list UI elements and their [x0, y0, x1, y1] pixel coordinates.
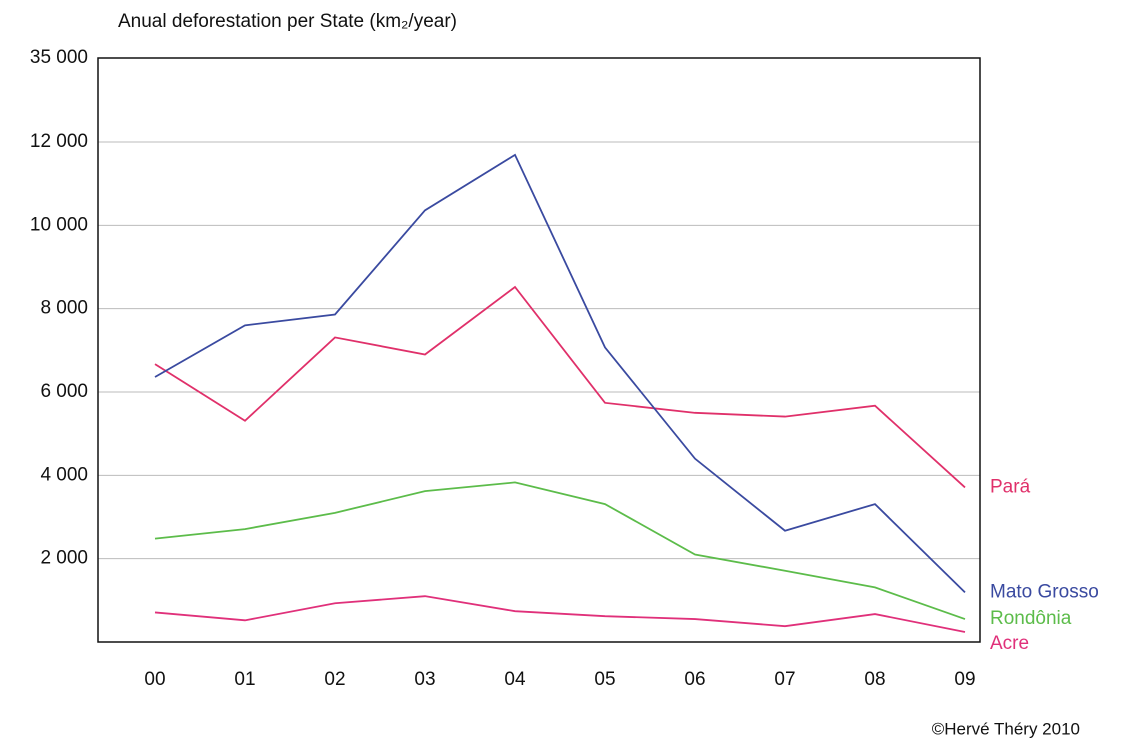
- x-tick-label: 03: [414, 669, 435, 690]
- x-tick-label: 02: [324, 669, 345, 690]
- x-tick-label: 07: [774, 669, 795, 690]
- series-label: Rondônia: [990, 608, 1072, 629]
- y-tick-label: 35 000: [30, 47, 88, 68]
- x-tick-label: 08: [864, 669, 885, 690]
- series-label: Mato Grosso: [990, 581, 1099, 602]
- y-tick-label: 4 000: [40, 464, 88, 485]
- series-line: [154, 595, 966, 633]
- x-tick-label: 01: [234, 669, 255, 690]
- x-tick-label: 06: [684, 669, 705, 690]
- series-line: [154, 285, 966, 489]
- series-line: [154, 153, 966, 594]
- y-tick-label: 10 000: [30, 214, 88, 235]
- x-tick-label: 00: [144, 669, 165, 690]
- series-line: [154, 481, 966, 620]
- y-tick-label: 6 000: [40, 381, 88, 402]
- x-tick-label: 04: [504, 669, 526, 690]
- y-tick-label: 12 000: [30, 131, 88, 152]
- y-tick-label: 2 000: [40, 548, 88, 569]
- y-tick-label: 8 000: [40, 298, 88, 319]
- credit: ©Hervé Théry 2010: [932, 719, 1080, 738]
- series-label: Pará: [990, 476, 1031, 497]
- x-tick-label: 09: [954, 669, 975, 690]
- chart-title: Anual deforestation per State (km₂/year): [118, 11, 457, 32]
- plot-frame: [97, 57, 981, 643]
- x-tick-label: 05: [594, 669, 615, 690]
- series-label: Acre: [990, 633, 1029, 654]
